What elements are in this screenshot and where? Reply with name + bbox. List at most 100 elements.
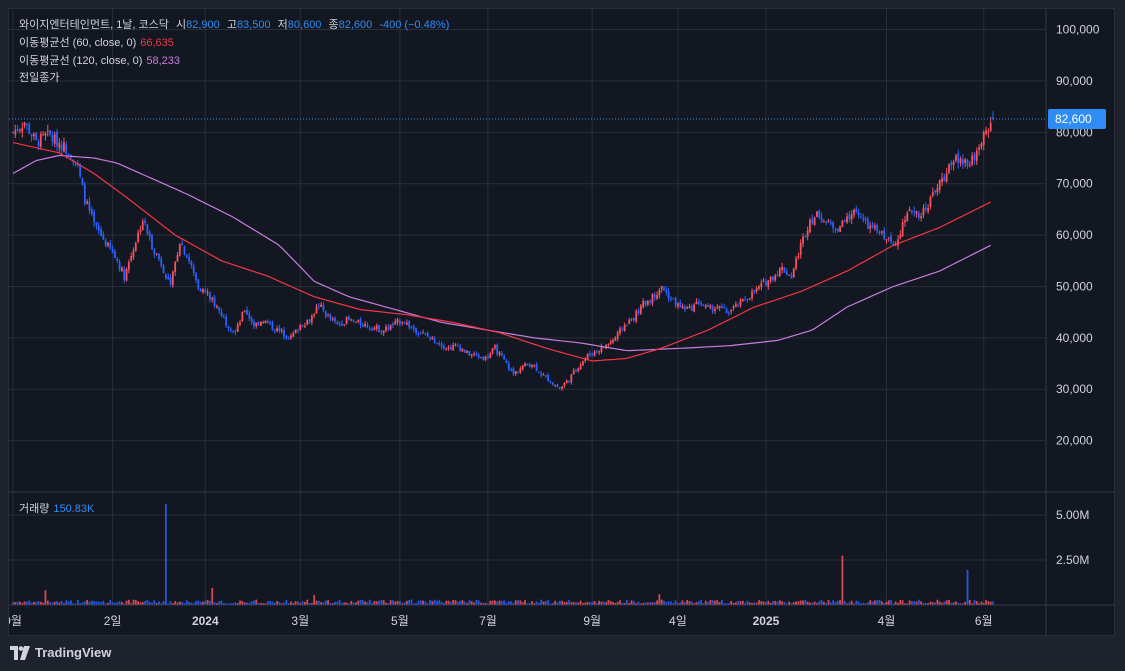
candle-body (466, 350, 468, 354)
candle-body (269, 321, 272, 324)
volume-bar (813, 601, 816, 605)
volume-bar (788, 601, 791, 605)
candle-body (16, 128, 19, 131)
volume-bar (519, 600, 522, 605)
candle-body (741, 298, 744, 301)
candle-body (718, 305, 721, 308)
volume-bar (616, 601, 619, 605)
candle-body (876, 225, 879, 232)
volume-bar (547, 600, 550, 605)
volume-bar (871, 601, 874, 605)
candle-body (626, 325, 628, 327)
candle-body (204, 290, 207, 292)
candle-body (709, 305, 712, 308)
volume-bar (739, 601, 742, 605)
candle-body (60, 144, 63, 151)
candle-body (931, 192, 934, 197)
candle-body (361, 324, 364, 327)
candle-body (748, 298, 751, 300)
tradingview-footer[interactable]: TradingView (10, 645, 111, 660)
candle-body (188, 257, 190, 262)
candle-body (966, 159, 969, 166)
candle-body (672, 298, 675, 300)
candle-body (329, 314, 332, 320)
candle-body (619, 328, 621, 334)
candle-body (14, 130, 17, 135)
volume-bar (70, 600, 72, 605)
volume-legend[interactable]: 거래량 150.83K (19, 501, 94, 517)
ma120-legend[interactable]: 이동평균선 (120, close, 0) 58,233 (19, 53, 180, 69)
candle-body (683, 306, 686, 311)
volume-bar (426, 603, 429, 605)
volume-bar (139, 602, 142, 605)
candle-body (575, 370, 577, 372)
volume-bar (639, 603, 642, 605)
candle-body (952, 161, 955, 166)
volume-bar (141, 602, 144, 605)
volume-bar (941, 602, 943, 605)
volume-bar (772, 601, 774, 605)
volume-bar (809, 602, 811, 605)
volume-bar (887, 600, 890, 605)
candle-body (572, 370, 575, 375)
volume-bar (667, 601, 670, 605)
volume-bar (568, 600, 570, 605)
candle-body (860, 216, 862, 218)
volume-bar (716, 600, 719, 605)
volume-bar (753, 602, 756, 605)
volume-bar (535, 601, 538, 605)
chart-canvas[interactable]: 100,00090,00080,00070,00060,00050,00040,… (9, 9, 1115, 636)
volume-bar (952, 602, 955, 605)
volume-bar (266, 601, 269, 605)
volume-bar (243, 602, 246, 605)
candle-body (491, 348, 494, 354)
volume-bar (46, 600, 49, 605)
volume-bar (473, 602, 475, 605)
candle-body (380, 331, 383, 333)
volume-bar (107, 602, 109, 605)
volume-bar (971, 603, 974, 605)
volume-bar (42, 602, 45, 605)
volume-bar (505, 602, 508, 605)
price-tick-label: 90,000 (1056, 74, 1093, 88)
candle-body (42, 133, 45, 135)
candle-body (345, 316, 348, 324)
volume-bar (850, 600, 853, 605)
volume-bar (973, 600, 976, 605)
candle-body (857, 212, 860, 216)
volume-bar (262, 603, 265, 605)
volume-bar (37, 600, 40, 605)
volume-bar (774, 600, 777, 605)
volume-bar (79, 603, 82, 605)
volume-bar (697, 601, 700, 605)
time-tick-label: 3월 (291, 614, 309, 628)
candle-body (927, 208, 930, 212)
candle-body (762, 280, 765, 282)
volume-bar (334, 601, 336, 605)
volume-bar (783, 601, 786, 605)
prev-close-legend[interactable]: 전일종가 (19, 70, 59, 86)
volume-bar (491, 600, 494, 605)
symbol-name[interactable]: 와이지엔터테인먼트, 1날, 코스닥 (19, 19, 169, 31)
chart-frame[interactable]: 100,000 90,000 80,000 70,000 60,000 50,000 40,… (8, 8, 1115, 636)
ma60-legend[interactable]: 이동평균선 (60, close, 0) 66,635 (19, 35, 174, 51)
close-label: 종 (328, 19, 339, 31)
candle-body (693, 304, 696, 312)
candle-body (853, 209, 855, 216)
candle-body (459, 346, 462, 351)
candle-body (178, 243, 181, 256)
candle-body (65, 144, 68, 154)
volume-bar (591, 602, 594, 605)
candle-body (697, 301, 700, 305)
candle-body (202, 288, 204, 293)
volume-bar (957, 602, 960, 605)
candle-body (739, 299, 742, 306)
candle-body (855, 208, 858, 213)
volume-bar (359, 599, 362, 605)
volume-bar (477, 600, 480, 605)
candle-body (778, 268, 781, 277)
candle-body (797, 256, 800, 258)
volume-bar (273, 602, 276, 605)
candle-body (785, 271, 788, 275)
candle-body (885, 239, 888, 241)
